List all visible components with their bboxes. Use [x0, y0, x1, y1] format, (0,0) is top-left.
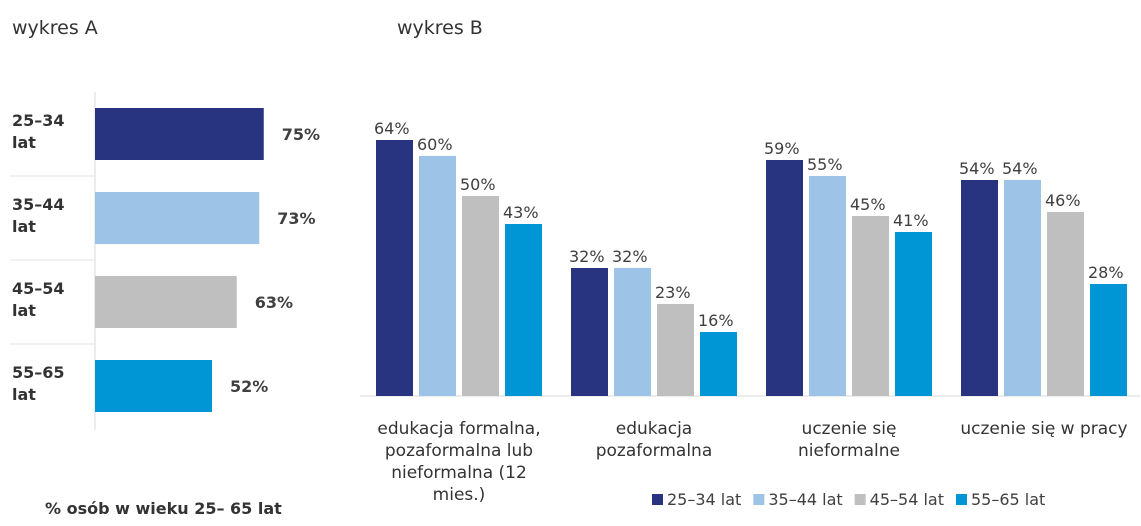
caption: % osób w wieku 25– 65 lat	[45, 499, 282, 518]
value-label: 60%	[417, 135, 453, 154]
legend-label: 35–44 lat	[768, 490, 842, 509]
value-label: 75%	[282, 125, 320, 144]
bar	[95, 108, 264, 160]
bar	[505, 224, 542, 396]
bar	[1090, 284, 1127, 396]
legend-label: 25–34 lat	[667, 490, 741, 509]
bar	[571, 268, 608, 396]
value-label: 45%	[850, 195, 886, 214]
bar	[95, 360, 212, 412]
legend-swatch	[955, 494, 967, 505]
chart-title: wykres A	[12, 17, 98, 39]
value-label: 54%	[1002, 159, 1038, 178]
bar	[462, 196, 499, 396]
value-label: 55%	[807, 155, 843, 174]
value-label: 64%	[374, 119, 410, 138]
bar	[657, 304, 694, 396]
value-label: 32%	[612, 247, 648, 266]
bar	[419, 156, 456, 396]
value-label: 43%	[503, 203, 539, 222]
value-label: 28%	[1088, 263, 1124, 282]
legend-label: 45–54 lat	[870, 490, 944, 509]
bar	[809, 176, 846, 396]
bar	[95, 276, 237, 328]
bar	[766, 160, 803, 396]
value-label: 32%	[569, 247, 605, 266]
category-label: 55–65 lat	[12, 363, 65, 404]
bar	[852, 216, 889, 396]
value-label: 23%	[655, 283, 691, 302]
value-label: 41%	[893, 211, 929, 230]
value-label: 73%	[277, 209, 315, 228]
legend-swatch	[652, 494, 663, 505]
chart-title: wykres B	[397, 17, 483, 39]
legend-swatch	[854, 494, 866, 505]
bar	[95, 192, 260, 244]
legend-swatch	[753, 494, 765, 505]
value-label: 59%	[764, 139, 800, 158]
value-label: 54%	[959, 159, 995, 178]
category-label: uczenie się nieformalne	[798, 419, 900, 461]
category-label: edukacja formalna, pozaformalna lub nief…	[377, 419, 541, 505]
bar	[895, 232, 932, 396]
value-label: 50%	[460, 175, 496, 194]
value-label: 52%	[230, 377, 268, 396]
value-label: 63%	[255, 293, 293, 312]
category-label: 45–54 lat	[12, 279, 65, 320]
bar	[961, 180, 998, 396]
category-label: uczenie się w pracy	[960, 419, 1128, 439]
value-label: 16%	[698, 311, 734, 330]
value-label: 46%	[1045, 191, 1081, 210]
bar	[700, 332, 737, 396]
bar	[376, 140, 413, 396]
category-label: 35–44 lat	[12, 195, 65, 236]
legend-label: 55–65 lat	[971, 490, 1045, 509]
bar	[1004, 180, 1041, 396]
bar	[1047, 212, 1084, 396]
bar	[614, 268, 651, 396]
category-label: edukacja pozaformalna	[595, 419, 713, 461]
category-label: 25–34 lat	[12, 111, 65, 152]
